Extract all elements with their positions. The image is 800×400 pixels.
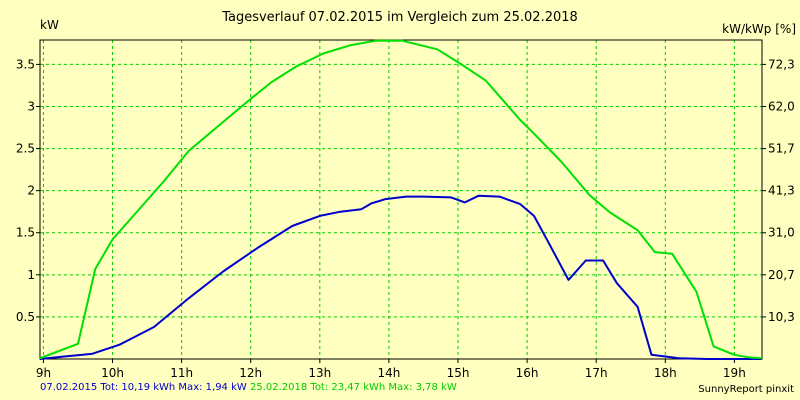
y-tick-label-left-6: 3.5 [16, 57, 35, 71]
y-tick-label-right-5: 62,0 [768, 99, 795, 113]
x-tick-label-6: 15h [447, 366, 470, 380]
y-tick-label-left-1: 1 [27, 268, 35, 282]
x-tick-label-4: 13h [308, 366, 331, 380]
x-tick-label-3: 12h [239, 366, 262, 380]
footer-series-2-summary: 25.02.2018 Tot: 23,47 kWh Max: 3,78 kW [249, 382, 457, 393]
y-tick-label-right-1: 20,7 [768, 268, 795, 282]
y-axis-label-left: kW [40, 18, 59, 32]
y-axis-label-right: kW/kWp [%] [722, 22, 796, 36]
y-tick-label-left-0: 0.5 [16, 310, 35, 324]
x-tick-label-5: 14h [377, 366, 400, 380]
x-tick-label-10: 19h [723, 366, 746, 380]
y-tick-label-right-6: 72,3 [768, 57, 795, 71]
x-tick-label-2: 11h [170, 366, 193, 380]
x-tick-label-1: 10h [101, 366, 124, 380]
series-line-1 [39, 194, 762, 360]
y-tick-label-left-4: 2.5 [16, 142, 35, 156]
y-tick-label-left-3: 2 [27, 184, 35, 198]
y-tick-label-right-0: 10,3 [768, 310, 795, 324]
x-tick-label-0: 9h [36, 366, 51, 380]
chart-title: Tagesverlauf 07.02.2015 im Vergleich zum… [222, 10, 578, 25]
y-tick-label-left-5: 3 [27, 99, 35, 113]
chart-footer: 07.02.2015 Tot: 10,19 kWh Max: 1,94 kW 2… [40, 382, 457, 393]
footer-series-1-summary: 07.02.2015 Tot: 10,19 kWh Max: 1,94 kW [40, 382, 247, 393]
series-line-2 [39, 39, 763, 360]
y-tick-label-right-2: 31,0 [768, 226, 795, 240]
y-tick-label-right-3: 41,3 [768, 184, 795, 198]
y-tick-label-right-4: 51,7 [768, 142, 795, 156]
x-tick-label-8: 17h [585, 366, 608, 380]
x-tick-label-7: 16h [516, 366, 539, 380]
x-tick-label-9: 18h [654, 366, 677, 380]
y-tick-label-left-2: 1.5 [16, 226, 35, 240]
chart-credit: SunnyReport pinxit [698, 384, 794, 395]
